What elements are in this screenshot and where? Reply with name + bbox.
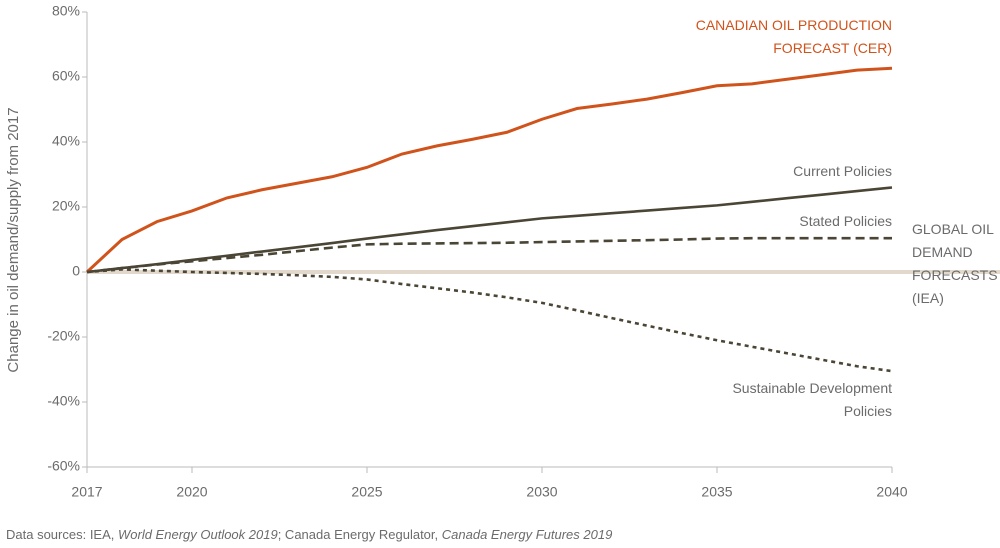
series-label: CANADIAN OIL PRODUCTION FORECAST (CER): [695, 17, 892, 56]
source-part: ; Canada Energy Regulator,: [278, 527, 442, 542]
x-tick-label: 2030: [526, 484, 557, 500]
y-tick-label: 40%: [52, 133, 80, 149]
x-tick-label: 2040: [876, 484, 907, 500]
series-label: Stated Policies: [799, 213, 892, 229]
series-line: [86, 268, 893, 373]
source-part: Canada Energy Futures 2019: [442, 527, 613, 542]
y-tick-label: -60%: [47, 458, 80, 474]
series-label: Sustainable Development Policies: [732, 380, 892, 419]
x-tick-label: 2020: [176, 484, 207, 500]
annotation: GLOBAL OIL DEMAND FORECASTS (IEA): [912, 221, 998, 306]
source-part: Data sources: IEA,: [6, 527, 118, 542]
y-tick-label: -20%: [47, 328, 80, 344]
y-tick-label: 60%: [52, 68, 80, 84]
y-tick-label: 0: [72, 263, 80, 279]
y-tick-label: -40%: [47, 393, 80, 409]
source: Data sources: IEA, World Energy Outlook …: [6, 527, 612, 542]
y-tick-label: 80%: [52, 3, 80, 19]
x-tick-label: 2035: [701, 484, 732, 500]
x-tick-label: 2017: [71, 484, 102, 500]
x-tick-label: 2025: [351, 484, 382, 500]
series-line: [85, 66, 893, 274]
series-label: Current Policies: [793, 163, 892, 179]
source-part: World Energy Outlook 2019: [118, 527, 278, 542]
series-line: [86, 236, 892, 274]
y-tick-label: 20%: [52, 198, 80, 214]
y-axis-label: Change in oil demand/supply from 2017: [5, 107, 22, 372]
series-line: [86, 186, 893, 274]
